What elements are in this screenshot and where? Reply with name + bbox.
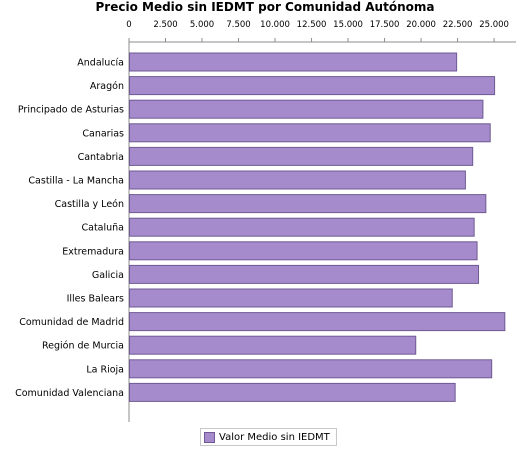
- bar: [129, 335, 417, 355]
- category-label: Cantabria: [78, 152, 124, 163]
- bar: [129, 170, 466, 190]
- x-tick-label: 0: [126, 20, 131, 30]
- legend: Valor Medio sin IEDMT: [200, 428, 337, 446]
- category-labels: Andalucía Aragón Principado de Asturias Can…: [15, 58, 124, 399]
- category-label: Castilla - La Mancha: [28, 176, 124, 187]
- x-tick-label: 2.500: [153, 20, 177, 30]
- x-tick-label: 25.000: [479, 20, 509, 30]
- x-tick-label: 7.500: [226, 20, 250, 30]
- bar: [129, 76, 496, 96]
- category-label: Castilla y León: [55, 199, 124, 210]
- bar: [129, 194, 487, 214]
- category-label: La Rioja: [86, 364, 124, 375]
- category-label: Principado de Asturias: [18, 105, 124, 116]
- bars: [129, 52, 506, 402]
- category-label: Illes Balears: [67, 294, 124, 305]
- bar: [129, 288, 453, 308]
- chart-title: Precio Medio sin IEDMT por Comunidad Aut…: [96, 0, 435, 14]
- x-tick-label: 17.500: [370, 20, 400, 30]
- bar: [129, 99, 484, 119]
- bar: [129, 382, 456, 402]
- category-label: Cataluña: [81, 223, 124, 234]
- category-label: Región de Murcia: [42, 341, 124, 352]
- bar: [129, 217, 475, 237]
- x-tick-label: 12.500: [297, 20, 327, 30]
- category-label: Comunidad de Madrid: [19, 317, 124, 328]
- x-tick-label: 20.000: [406, 20, 436, 30]
- bar: [129, 312, 506, 332]
- category-label: Galicia: [92, 270, 124, 281]
- category-label: Andalucía: [77, 58, 124, 69]
- category-label: Aragón: [90, 81, 124, 92]
- bar: [129, 241, 478, 261]
- legend-swatch: [204, 431, 215, 443]
- bar: [129, 146, 474, 166]
- x-tick-label: 5.000: [190, 20, 214, 30]
- x-tick-label: 10.000: [260, 20, 290, 30]
- legend-label: Valor Medio sin IEDMT: [219, 431, 330, 443]
- category-label: Canarias: [82, 128, 124, 139]
- category-label: Extremadura: [62, 246, 124, 257]
- bar: [129, 123, 491, 143]
- bar: [129, 52, 458, 72]
- category-label: Comunidad Valenciana: [15, 388, 124, 399]
- bar: [129, 359, 493, 379]
- x-tick-label: 15.000: [333, 20, 363, 30]
- bar: [129, 264, 480, 284]
- x-tick-label: 22.500: [443, 20, 473, 30]
